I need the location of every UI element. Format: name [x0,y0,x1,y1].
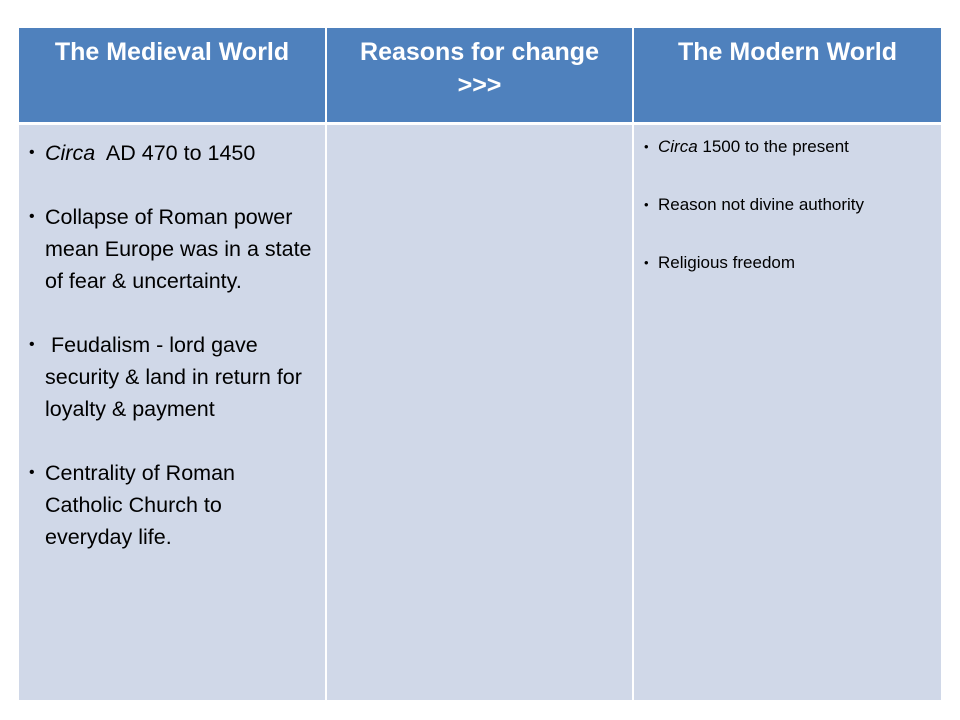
item-text: AD 470 to 1450 [95,141,256,165]
list-item: • Feudalism - lord gave security & land … [29,329,313,425]
header-modern-world: The Modern World [632,28,941,125]
list-item: • Circa 1500 to the present [644,136,933,158]
list-item: • Religious freedom [644,252,933,274]
cell-reasons-for-change [325,123,633,700]
bullet-icon: • [29,464,35,481]
bullet-icon: • [644,197,649,212]
item-text: Reason not divine authority [658,195,865,214]
list-item: • Reason not divine authority [644,194,933,216]
item-text: 1500 to the present [697,137,849,156]
modern-bullet-list: • Circa 1500 to the present • Reason not d… [634,125,941,274]
body-row: • Circa AD 470 to 1450 • Collapse of Roman… [19,123,941,700]
list-item: • Centrality of Roman Catholic Church to … [29,457,313,553]
bullet-icon: • [29,144,35,161]
header-medieval-world: The Medieval World [19,28,326,125]
list-item: • Circa AD 470 to 1450 [29,137,313,169]
italic-text: Circa [658,137,698,156]
item-text: Feudalism - lord gave security & land in… [45,333,308,421]
italic-text: Circa [45,141,96,165]
header-row: The Medieval World Reasons for change >>… [19,28,941,125]
item-text: Centrality of Roman Catholic Church to e… [45,461,235,549]
cell-modern-world: • Circa 1500 to the present • Reason not d… [632,123,941,700]
cell-medieval-world: • Circa AD 470 to 1450 • Collapse of Roman… [19,123,326,700]
list-item: • Collapse of Roman power mean Europe was… [29,201,313,297]
item-text: Religious freedom [658,253,796,272]
bullet-icon: • [29,208,35,225]
bullet-icon: • [644,139,649,154]
bullet-icon: • [29,336,35,353]
header-reasons-for-change: Reasons for change >>> [325,28,633,125]
medieval-bullet-list: • Circa AD 470 to 1450 • Collapse of Roman… [19,125,325,553]
bullet-icon: • [644,255,649,270]
item-text: Collapse of Roman power mean Europe was … [45,205,312,293]
comparison-table: The Medieval World Reasons for change >>… [19,28,941,700]
